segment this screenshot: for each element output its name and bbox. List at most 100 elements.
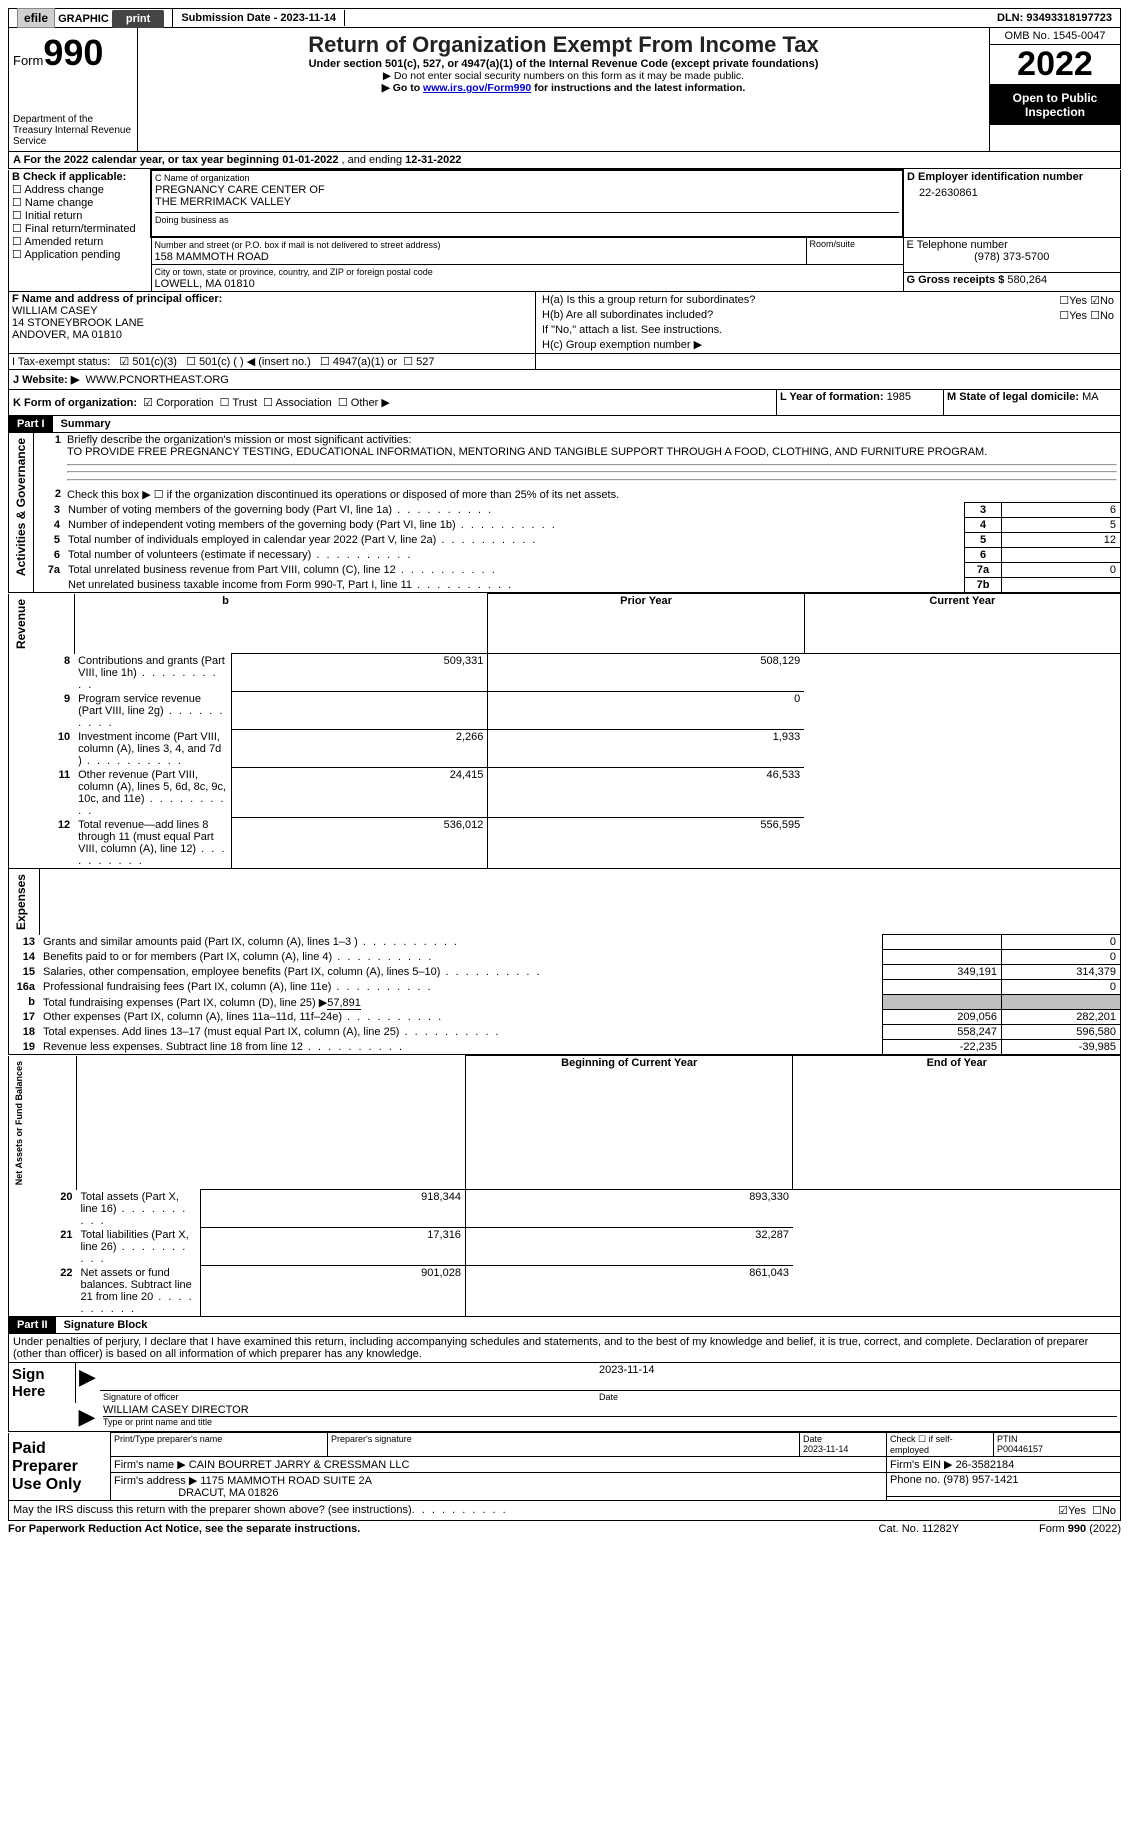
- officer-name: WILLIAM CASEY: [12, 305, 98, 317]
- sign-here-label: Sign Here: [9, 1363, 76, 1404]
- part1-header: Part I Summary: [8, 416, 1121, 433]
- section-k-m: K Form of organization: ☑ Corporation ☐ …: [8, 390, 1121, 416]
- line-8: 8Contributions and grants (Part VIII, li…: [9, 654, 1121, 692]
- vlabel-ag: Activities & Governance: [12, 434, 30, 580]
- instr-2: ▶ Go to www.irs.gov/Form990 for instruct…: [142, 82, 985, 94]
- form-footer: Form 990 (2022): [1039, 1523, 1121, 1535]
- city: LOWELL, MA 01810: [155, 278, 255, 290]
- mission: TO PROVIDE FREE PREGNANCY TESTING, EDUCA…: [67, 446, 987, 458]
- vlabel-exp: Expenses: [12, 870, 30, 934]
- form-title: Return of Organization Exempt From Incom…: [142, 32, 985, 58]
- line-9: 9Program service revenue (Part VIII, lin…: [9, 692, 1121, 730]
- form-subtitle: Under section 501(c), 527, or 4947(a)(1)…: [142, 58, 985, 70]
- part2-header: Part II Signature Block: [8, 1317, 1121, 1334]
- city-label: City or town, state or province, country…: [155, 267, 433, 277]
- line-18: 18Total expenses. Add lines 13–17 (must …: [9, 1025, 1121, 1040]
- section-j: J Website: ▶ WWW.PCNORTHEAST.ORG: [8, 370, 1121, 390]
- omb-number: OMB No. 1545-0047: [990, 28, 1120, 45]
- officer-addr1: 14 STONEYBROOK LANE: [12, 317, 144, 329]
- part1-body: Activities & Governance 1 Briefly descri…: [8, 433, 1121, 593]
- line-15: 15Salaries, other compensation, employee…: [9, 965, 1121, 980]
- irs-link[interactable]: www.irs.gov/Form990: [423, 82, 531, 94]
- line-20: 20Total assets (Part X, line 16)918,3448…: [9, 1190, 1121, 1228]
- ptin: P00446157: [997, 1444, 1043, 1454]
- i-501c3[interactable]: 501(c)(3): [132, 356, 177, 368]
- paid-prep-label: Paid Preparer Use Only: [9, 1433, 111, 1501]
- dept-label: Department of the Treasury Internal Reve…: [13, 114, 133, 147]
- line-5: 5Total number of individuals employed in…: [9, 533, 1121, 548]
- b-label: B Check if applicable:: [12, 171, 147, 183]
- line-4: 4Number of independent voting members of…: [9, 518, 1121, 533]
- firm-name: CAIN BOURRET JARRY & CRESSMAN LLC: [189, 1459, 410, 1471]
- efile-label: efile GRAPHIC print: [9, 9, 173, 27]
- efile-button[interactable]: efile: [17, 8, 55, 28]
- may-irs-row: May the IRS discuss this return with the…: [8, 1501, 1121, 1521]
- netassets-section: Net Assets or Fund Balances Beginning of…: [8, 1055, 1121, 1317]
- form-header: Form990 Department of the Treasury Inter…: [8, 28, 1121, 152]
- hc-label: H(c) Group exemption number ▶: [539, 337, 1117, 352]
- b-address-change[interactable]: ☐ Address change: [12, 183, 147, 196]
- k-trust[interactable]: Trust: [232, 397, 257, 409]
- b-final-return[interactable]: ☐ Final return/terminated: [12, 222, 147, 235]
- officer-print-name: WILLIAM CASEY DIRECTOR: [103, 1404, 1117, 1417]
- line16b: Total fundraising expenses (Part IX, col…: [39, 995, 883, 1010]
- may-irs-answer[interactable]: ☑Yes ☐No: [1058, 1504, 1116, 1517]
- hb-answer[interactable]: ☐Yes ☐No: [1001, 308, 1117, 323]
- cat-no: Cat. No. 11282Y: [879, 1523, 960, 1535]
- gross-receipts: 580,264: [1007, 274, 1047, 286]
- open-inspection: Open to Public Inspection: [990, 85, 1120, 125]
- k-assoc[interactable]: Association: [276, 397, 332, 409]
- room-label: Room/suite: [806, 238, 903, 265]
- street-label: Number and street (or P.O. box if mail i…: [155, 240, 441, 250]
- hb-label: H(b) Are all subordinates included?: [539, 308, 1001, 323]
- b-name-change[interactable]: ☐ Name change: [12, 196, 147, 209]
- submission-date: Submission Date - 2023-11-14: [173, 10, 345, 26]
- l-year: L Year of formation: 1985: [777, 390, 944, 416]
- i-501c[interactable]: 501(c) ( ) ◀ (insert no.): [199, 356, 311, 368]
- prep-date: 2023-11-14: [803, 1444, 848, 1454]
- sig-officer-label: Signature of officer: [100, 1391, 596, 1404]
- tax-year: 2022: [990, 45, 1120, 85]
- paid-preparer-block: Paid Preparer Use Only Print/Type prepar…: [8, 1432, 1121, 1501]
- b-initial-return[interactable]: ☐ Initial return: [12, 209, 147, 222]
- k-corp[interactable]: Corporation: [156, 397, 213, 409]
- dln: DLN: 93493318197723: [989, 10, 1120, 26]
- line-13: 13Grants and similar amounts paid (Part …: [9, 935, 1121, 950]
- dba-label: Doing business as: [155, 212, 899, 225]
- line-7b: Net unrelated business taxable income fr…: [9, 578, 1121, 593]
- hdr-curr: Current Year: [804, 594, 1120, 654]
- e-label: E Telephone number: [907, 239, 1008, 251]
- firm-ein: 26-3582184: [956, 1459, 1015, 1471]
- i-label: I Tax-exempt status:: [12, 356, 110, 368]
- ha-label: H(a) Is this a group return for subordin…: [539, 293, 1001, 308]
- declaration: Under penalties of perjury, I declare th…: [8, 1334, 1121, 1363]
- b-amended[interactable]: ☐ Amended return: [12, 235, 147, 248]
- ein: 22-2630861: [907, 183, 1117, 203]
- line-19: 19Revenue less expenses. Subtract line 1…: [9, 1040, 1121, 1055]
- firm-addr2: DRACUT, MA 01826: [178, 1487, 278, 1499]
- check-self[interactable]: Check ☐ if self-employed: [887, 1433, 994, 1457]
- g-label: G Gross receipts $: [907, 274, 1008, 286]
- vlabel-na: Net Assets or Fund Balances: [12, 1057, 26, 1189]
- prep-sig-label: Preparer's signature: [328, 1433, 800, 1457]
- expenses-section: Expenses 13Grants and similar amounts pa…: [8, 869, 1121, 1056]
- line-6: 6Total number of volunteers (estimate if…: [9, 548, 1121, 563]
- i-527[interactable]: 527: [416, 356, 434, 368]
- website: WWW.PCNORTHEAST.ORG: [85, 374, 228, 386]
- i-4947[interactable]: 4947(a)(1) or: [333, 356, 397, 368]
- line-17: 17Other expenses (Part IX, column (A), l…: [9, 1010, 1121, 1025]
- prep-name-label: Print/Type preparer's name: [111, 1433, 328, 1457]
- org-name-2: THE MERRIMACK VALLEY: [155, 196, 291, 208]
- b-pending[interactable]: ☐ Application pending: [12, 248, 147, 261]
- m-state: M State of legal domicile: MA: [944, 390, 1121, 416]
- print-button[interactable]: print: [112, 10, 164, 28]
- pra-notice: For Paperwork Reduction Act Notice, see …: [8, 1523, 360, 1535]
- revenue-section: Revenue b Prior Year Current Year 8Contr…: [8, 593, 1121, 869]
- firm-phone: (978) 957-1421: [943, 1474, 1018, 1486]
- ha-answer[interactable]: ☐Yes ☑No: [1001, 293, 1117, 308]
- k-other[interactable]: Other ▶: [351, 397, 390, 409]
- street: 158 MAMMOTH ROAD: [155, 251, 269, 263]
- section-f-h: F Name and address of principal officer:…: [8, 292, 1121, 354]
- line-7a: 7aTotal unrelated business revenue from …: [9, 563, 1121, 578]
- h-note: If "No," attach a list. See instructions…: [539, 323, 1117, 337]
